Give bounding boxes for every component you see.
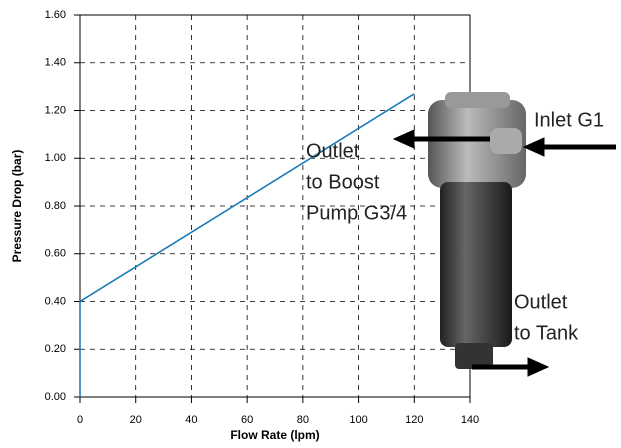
annotation: to Boost [306, 171, 380, 193]
y-tick-label: 1.60 [45, 9, 66, 21]
y-axis-title: Pressure Drop (bar) [10, 150, 24, 263]
x-tick-label: 40 [185, 414, 197, 426]
x-tick-label: 20 [130, 414, 142, 426]
y-tick-label: 0.60 [45, 248, 66, 260]
annotation: Pump G3/4 [306, 202, 407, 224]
filter-head [428, 100, 526, 188]
x-tick-label: 100 [349, 414, 367, 426]
inlet-port [490, 128, 522, 154]
x-tick-label: 120 [405, 414, 423, 426]
annotation: Outlet [306, 140, 360, 162]
arrow-head [527, 357, 550, 377]
y-tick-label: 0.00 [45, 391, 66, 403]
y-tick-label: 1.20 [45, 104, 66, 116]
x-tick-label: 0 [77, 414, 83, 426]
arrows [392, 129, 616, 377]
arrow-head [522, 137, 545, 157]
y-tick-label: 0.20 [45, 343, 66, 355]
annotation: Inlet G1 [534, 109, 604, 131]
x-tick-label: 60 [241, 414, 253, 426]
filter-cap [445, 92, 510, 108]
x-tick-label: 80 [297, 414, 309, 426]
x-axis-title: Flow Rate (lpm) [230, 428, 319, 442]
y-tick-label: 1.00 [45, 152, 66, 164]
filter-body [440, 182, 512, 347]
arrow-head [392, 129, 415, 149]
filter-image [428, 92, 526, 369]
y-tick-label: 1.40 [45, 57, 66, 69]
annotation: to Tank [514, 322, 579, 344]
y-tick-label: 0.40 [45, 295, 66, 307]
annotations: Outlet to Boost Pump G3/4 Inlet G1 Outlet to … [306, 109, 604, 344]
annotation: Outlet [514, 291, 568, 313]
outlet-port [455, 343, 493, 369]
x-tick-label: 140 [461, 414, 479, 426]
y-tick-label: 0.80 [45, 200, 66, 212]
data-line [79, 93, 415, 397]
plot-area: 0.00 0.20 0.40 0.60 0.80 1.00 1.20 1.40 1.60 0 20 4… [45, 9, 480, 426]
